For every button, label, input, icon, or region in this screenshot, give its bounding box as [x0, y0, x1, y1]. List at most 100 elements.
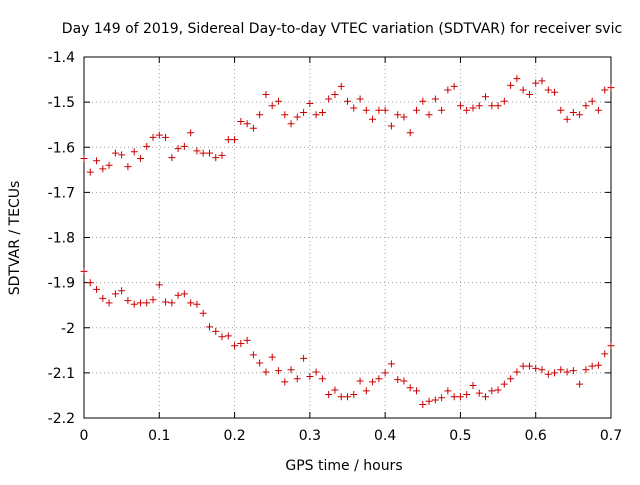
data-point-lower: [231, 342, 239, 350]
data-point-lower: [607, 342, 615, 350]
data-point-upper: [431, 95, 439, 103]
data-point-upper: [494, 102, 502, 110]
data-point-lower: [344, 393, 351, 401]
data-point-lower: [431, 396, 439, 404]
data-point-lower: [325, 391, 333, 399]
data-point-upper: [456, 102, 464, 110]
data-point-upper: [369, 115, 377, 123]
x-tick-label: 0.6: [525, 428, 547, 444]
data-point-upper: [500, 97, 508, 105]
data-point-lower: [362, 387, 370, 395]
data-point-upper: [124, 163, 132, 171]
y-tick-label: -2: [61, 321, 75, 337]
data-point-upper: [293, 113, 301, 121]
data-point-lower: [262, 368, 270, 376]
data-point-upper: [249, 124, 257, 132]
data-point-lower: [475, 389, 483, 397]
data-point-lower: [557, 366, 565, 374]
data-point-upper: [576, 111, 584, 119]
y-tick-label: -1.7: [48, 185, 75, 201]
data-point-lower: [306, 372, 314, 380]
data-point-upper: [513, 75, 521, 83]
data-point-lower: [256, 359, 264, 367]
data-point-upper: [149, 133, 157, 141]
data-point-lower: [438, 394, 446, 402]
data-point-upper: [224, 136, 232, 144]
data-point-lower: [105, 299, 113, 307]
data-point-lower: [249, 351, 257, 359]
y-tick-label: -1.5: [48, 95, 75, 111]
data-points: [80, 75, 615, 408]
data-point-upper: [268, 102, 276, 110]
data-point-upper: [381, 106, 389, 114]
data-point-upper: [601, 86, 609, 94]
data-point-upper: [450, 82, 458, 90]
y-tick-label: -2.1: [48, 366, 75, 382]
data-point-upper: [93, 157, 101, 165]
data-point-upper: [237, 118, 245, 126]
x-axis-label: GPS time / hours: [285, 458, 402, 474]
data-point-upper: [419, 97, 427, 105]
data-point-lower: [463, 391, 471, 399]
data-point-lower: [601, 350, 609, 358]
data-point-lower: [199, 309, 207, 317]
data-point-upper: [594, 106, 602, 114]
data-point-lower: [387, 360, 395, 368]
data-point-lower: [456, 393, 464, 401]
data-point-lower: [500, 380, 508, 388]
data-point-lower: [193, 300, 201, 308]
data-point-upper: [475, 102, 483, 110]
data-point-upper: [350, 104, 358, 112]
data-point-upper: [99, 165, 107, 173]
y-tick-label: -1.8: [48, 231, 75, 247]
data-point-upper: [243, 120, 251, 128]
data-point-lower: [563, 368, 571, 376]
data-point-upper: [507, 81, 515, 89]
data-point-lower: [237, 340, 245, 348]
data-point-lower: [569, 367, 577, 375]
data-point-lower: [469, 382, 477, 390]
data-point-lower: [218, 333, 226, 341]
data-point-lower: [519, 362, 527, 370]
data-point-lower: [124, 297, 132, 305]
data-point-upper: [212, 154, 220, 162]
data-point-upper: [519, 86, 527, 94]
data-point-lower: [350, 391, 358, 399]
data-point-upper: [218, 151, 226, 159]
x-tick-label: 0.4: [374, 428, 396, 444]
data-point-lower: [381, 369, 389, 377]
data-point-upper: [111, 149, 119, 157]
data-point-lower: [300, 354, 308, 362]
data-point-upper: [563, 115, 571, 123]
data-point-upper: [143, 142, 151, 150]
y-tick-label: -2.2: [48, 411, 75, 427]
data-point-upper: [344, 97, 351, 105]
plot-frame: [83, 56, 612, 419]
y-tick-label: -1.4: [48, 50, 75, 66]
data-point-lower: [488, 387, 496, 395]
data-point-lower: [551, 369, 559, 377]
data-point-lower: [400, 377, 408, 385]
data-point-lower: [143, 299, 151, 307]
data-point-lower: [481, 393, 489, 401]
axis-ticks: 0 0.1 0.2 0.3 0.4 0.5 0.6 0.7 -1.4 -1.5 -1.6 -1.7 -1…: [48, 50, 622, 444]
data-point-upper: [481, 93, 489, 101]
data-point-upper: [557, 106, 565, 114]
data-point-lower: [532, 364, 540, 372]
data-point-upper: [488, 102, 496, 110]
y-axis-label: SDTVAR / TECUs: [7, 181, 23, 296]
data-point-lower: [544, 370, 552, 378]
gridlines: [84, 57, 611, 418]
data-point-lower: [111, 290, 119, 298]
data-point-upper: [168, 154, 176, 162]
data-point-lower: [187, 299, 195, 307]
data-point-lower: [406, 384, 414, 392]
data-point-upper: [375, 106, 383, 114]
data-point-upper: [256, 111, 264, 119]
data-point-lower: [538, 366, 546, 374]
data-point-lower: [588, 362, 596, 370]
data-point-upper: [274, 97, 282, 105]
data-point-lower: [318, 375, 326, 383]
data-point-upper: [86, 168, 94, 176]
x-tick-label: 0: [80, 428, 89, 444]
